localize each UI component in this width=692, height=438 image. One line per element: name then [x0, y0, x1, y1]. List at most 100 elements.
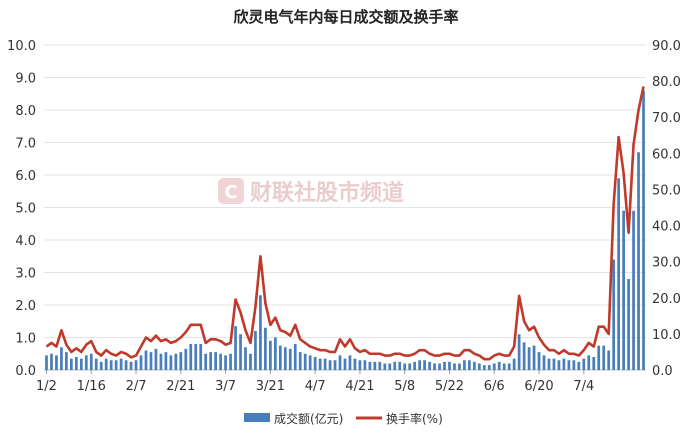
- bar: [557, 360, 561, 370]
- bar: [388, 363, 392, 370]
- bar: [472, 361, 476, 370]
- bar: [149, 352, 153, 370]
- legend-label-line: 换手率(%): [386, 411, 443, 426]
- bar: [99, 361, 103, 370]
- x-tick-label: 1/2: [36, 379, 57, 394]
- right-tick-label: 20.0: [652, 292, 681, 307]
- bar: [423, 360, 426, 370]
- bar: [164, 352, 168, 370]
- left-tick-label: 10.0: [7, 39, 36, 54]
- chart-title: 欣灵电气年内每日成交额及换手率: [233, 8, 458, 26]
- bar: [139, 355, 143, 370]
- bar: [50, 353, 53, 370]
- bar: [587, 355, 591, 370]
- bar: [502, 363, 506, 370]
- bar: [199, 344, 203, 370]
- right-tick-label: 40.0: [652, 220, 681, 235]
- bar: [239, 334, 242, 370]
- bar: [65, 352, 68, 370]
- bar: [60, 347, 63, 370]
- bar: [328, 360, 332, 370]
- bar: [69, 358, 73, 370]
- left-tick-label: 6.0: [15, 169, 36, 184]
- bar: [612, 259, 616, 370]
- bar: [497, 361, 501, 370]
- bar: [119, 358, 123, 370]
- bar: [438, 363, 441, 370]
- left-tick-label: 0.0: [15, 364, 36, 379]
- x-tick-label: 3/21: [256, 379, 285, 394]
- bar: [179, 352, 183, 370]
- x-tick-label: 4/7: [305, 379, 326, 394]
- bar: [512, 358, 516, 370]
- line-path: [45, 86, 645, 361]
- bar: [622, 210, 625, 370]
- legend: 成交额(亿元) 换手率(%): [244, 411, 443, 426]
- gridlines: [44, 44, 646, 371]
- bar: [532, 345, 536, 370]
- bar: [577, 361, 581, 370]
- bar: [184, 348, 188, 370]
- bar: [338, 355, 342, 370]
- bar: [458, 363, 461, 370]
- bar: [398, 361, 402, 370]
- bar: [229, 353, 232, 370]
- bar: [104, 358, 108, 370]
- x-tick-label: 5/22: [435, 379, 464, 394]
- bar: [348, 355, 352, 370]
- bar: [567, 360, 571, 370]
- bar: [293, 344, 297, 370]
- bar: [572, 360, 576, 370]
- bar: [487, 365, 491, 370]
- bar: [443, 361, 446, 370]
- bar: [353, 358, 357, 370]
- x-tick-label: 5/8: [394, 379, 415, 394]
- right-tick-label: 90.0: [652, 39, 681, 54]
- bar: [378, 361, 382, 370]
- watermark-logo-icon: [218, 178, 244, 204]
- bar: [94, 358, 98, 370]
- bar: [204, 353, 208, 370]
- bar: [303, 353, 307, 370]
- x-tick-label: 6/6: [484, 379, 505, 394]
- bar: [363, 360, 367, 370]
- left-tick-label: 2.0: [15, 299, 36, 314]
- bar: [189, 344, 193, 370]
- bar: [507, 363, 511, 370]
- bar: [313, 357, 317, 370]
- right-tick-label: 70.0: [652, 111, 681, 126]
- right-axis: 0.0 10.0 20.0 30.0 40.0 50.0 60.0 70.0 80.0 90.0: [652, 39, 681, 379]
- line-series: [45, 86, 645, 361]
- bar: [159, 353, 163, 370]
- watermark-logo-glyph: C: [224, 182, 237, 203]
- bar: [602, 345, 606, 370]
- bar: [214, 352, 218, 370]
- x-tick-label: 2/21: [166, 379, 195, 394]
- bar: [114, 360, 118, 370]
- x-tick-label: 2/7: [126, 379, 147, 394]
- bar: [542, 355, 546, 370]
- legend-swatch-bar: [244, 413, 270, 422]
- bar: [642, 90, 645, 370]
- bar: [582, 358, 586, 370]
- bar: [368, 361, 372, 370]
- bar: [477, 363, 481, 370]
- bar: [592, 357, 596, 370]
- legend-label-bar: 成交额(亿元): [274, 411, 343, 426]
- watermark: C 财联社股市频道: [218, 178, 404, 206]
- bar: [428, 361, 431, 370]
- bar: [333, 360, 337, 370]
- bar: [234, 326, 237, 370]
- bar: [154, 348, 158, 370]
- bar: [403, 363, 407, 370]
- bar: [318, 358, 322, 370]
- x-tick-label: 7/4: [573, 379, 594, 394]
- bar: [547, 358, 551, 370]
- bar: [134, 360, 138, 370]
- left-tick-label: 3.0: [15, 267, 36, 282]
- bar: [413, 361, 417, 370]
- bar: [552, 358, 556, 370]
- bar: [323, 358, 327, 370]
- bar: [627, 279, 630, 370]
